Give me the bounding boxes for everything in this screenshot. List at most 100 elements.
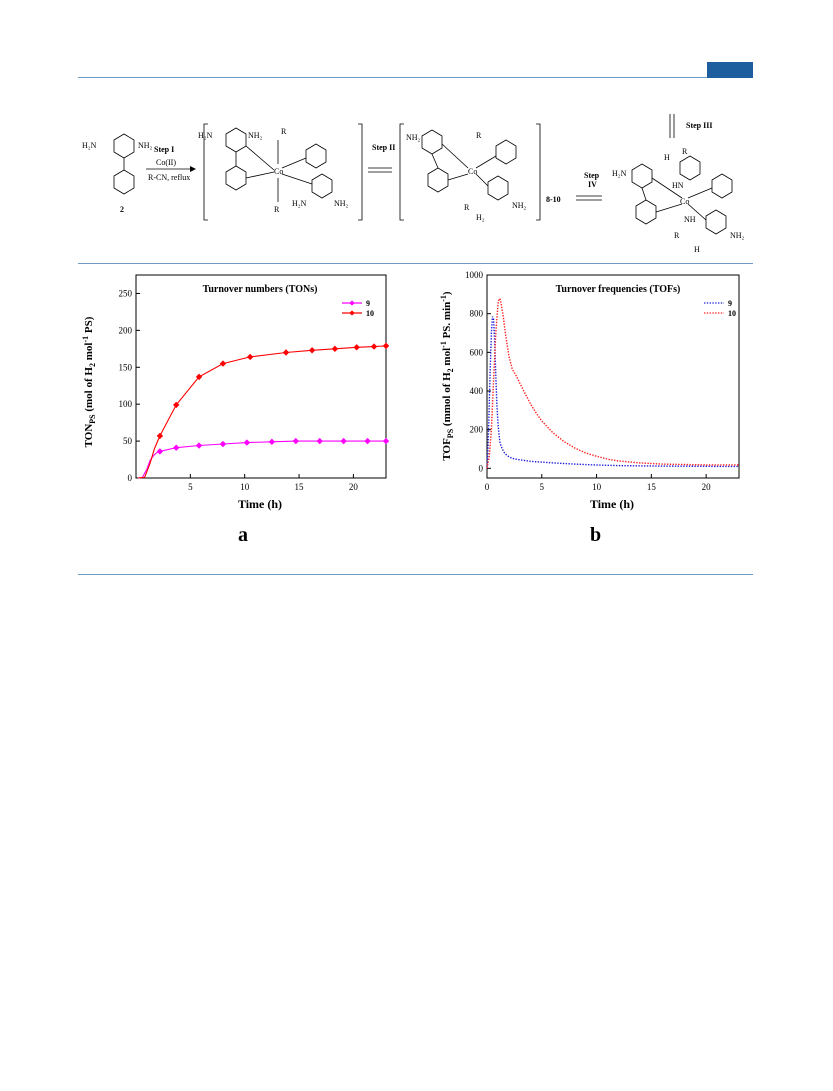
- series-marker-10: [370, 343, 378, 350]
- series-marker-9: [243, 439, 251, 446]
- step1-reagent2: R-CN, reflux: [148, 173, 190, 182]
- header-tab: [707, 62, 753, 78]
- series-line-9: [138, 440, 386, 479]
- plot-frame: [486, 274, 740, 479]
- final-product-rings: [631, 155, 733, 235]
- ylabel-sup: -1: [81, 336, 90, 343]
- series-marker-9: [340, 437, 347, 445]
- final-hn: HN: [672, 181, 684, 190]
- figure-bottom-rule: [78, 574, 753, 575]
- series-marker-10: [382, 342, 390, 350]
- x-tick-label: 20: [349, 482, 359, 492]
- int1-r-bottom: R: [274, 205, 280, 214]
- int1-nh2-right: NH₂: [248, 131, 263, 140]
- int1-nh2-bottom-right: NH₂: [334, 199, 349, 208]
- int2-nh2-left: NH₂: [406, 133, 421, 142]
- ylabel-sub2: 2: [446, 368, 455, 372]
- series-marker-10: [219, 360, 227, 367]
- y-tick-label: 250: [119, 288, 133, 298]
- int2-co: Co: [468, 167, 477, 176]
- legend-label-9: 9: [728, 299, 732, 308]
- ylabel-main: TON: [83, 424, 95, 448]
- legend-marker-9: [349, 300, 355, 306]
- step1-reagent1: Co(II): [156, 158, 176, 167]
- series-line-10: [138, 345, 387, 479]
- step4-title-2: IV: [588, 180, 597, 189]
- y-tick-label: 400: [470, 386, 484, 396]
- series-marker-9: [364, 437, 371, 445]
- x-tick-label: 15: [647, 482, 657, 492]
- ylabel-text1: (mmol of H: [441, 372, 453, 429]
- y-tick-label: 600: [470, 347, 484, 357]
- x-tick-label: 0: [485, 482, 490, 492]
- x-tick-label: 5: [540, 482, 545, 492]
- series-marker-10: [156, 432, 164, 440]
- step1-arrowhead: [190, 166, 196, 172]
- intermediate-2-rings: [421, 129, 517, 201]
- bracket-right-2: [536, 123, 541, 221]
- final-nh: NH: [684, 215, 696, 224]
- int1-co: Co: [274, 167, 283, 176]
- ylabel-text4: ): [441, 291, 453, 295]
- series-marker-9: [173, 444, 180, 451]
- reaction-scheme: H₂N NH₂ 2 Step I Co(II) R-CN, reflux H₂N…: [82, 114, 745, 254]
- y-tick-label: 200: [119, 325, 133, 335]
- legend-marker-10: [349, 310, 355, 316]
- final-h-bottom: H: [694, 245, 700, 254]
- chart-tofs-legend: 910: [704, 299, 736, 318]
- series-marker-9: [268, 438, 276, 446]
- int2-r-top: R: [476, 131, 482, 140]
- ylabel-main: TOF: [441, 438, 453, 461]
- int2-nh2-bottom: NH₂: [512, 201, 527, 210]
- final-nh2-left: H₂N: [612, 169, 627, 178]
- chart-tons-legend: 910: [342, 299, 374, 318]
- bracket-left-2: [399, 123, 404, 221]
- intermediate-1-rings: [225, 127, 333, 202]
- series-marker-9: [195, 442, 203, 449]
- series-marker-10: [353, 344, 360, 351]
- ylabel-sub: PS: [446, 428, 455, 438]
- y-tick-label: 0: [479, 463, 484, 473]
- ylabel-sup: -1: [439, 341, 448, 348]
- series-marker-10: [331, 345, 339, 353]
- series-marker-10: [308, 347, 316, 354]
- legend-label-10: 10: [366, 309, 374, 318]
- panel-label-a: a: [238, 524, 248, 546]
- final-co: Co: [680, 197, 689, 206]
- chart-tons-title: Turnover numbers (TONs): [203, 284, 318, 295]
- chart-tons-ylabel: TONPS (mol of H2 mol-1 PS): [81, 316, 97, 447]
- x-tick-label: 10: [592, 482, 602, 492]
- chart-tons-xlabel: Time (h): [238, 497, 282, 511]
- compound-2-nh2-right: NH₂: [138, 141, 153, 150]
- series-marker-9: [382, 437, 390, 445]
- header-rule: [78, 77, 753, 78]
- compound-2-label: 2: [120, 205, 124, 214]
- final-r-top: R: [682, 147, 688, 156]
- series-marker-10: [246, 353, 254, 361]
- chart-tofs-title: Turnover frequencies (TOFs): [556, 284, 681, 295]
- ylabel-text3: PS. min: [441, 302, 453, 341]
- final-r-bottom: R: [674, 231, 680, 240]
- series-marker-9: [292, 437, 299, 445]
- chart-tons-series: [138, 342, 390, 479]
- product-label: 8-10: [546, 195, 561, 204]
- final-nh2-right: NH₂: [730, 231, 745, 240]
- legend-label-10: 10: [728, 309, 736, 318]
- x-tick-label: 15: [295, 482, 305, 492]
- series-line-9: [486, 316, 739, 469]
- plot-frame: [135, 274, 387, 479]
- ylabel-text3: PS): [83, 316, 95, 336]
- step2-title: Step II: [372, 143, 395, 152]
- step1-title: Step I: [154, 145, 174, 154]
- y-tick-label: 800: [470, 309, 484, 319]
- ylabel-sub: PS: [88, 414, 97, 424]
- y-tick-label: 100: [119, 399, 133, 409]
- panel-label-b: b: [590, 524, 602, 546]
- chart-tofs-series: [486, 297, 740, 469]
- ylabel-sub2: 2: [88, 363, 97, 367]
- series-marker-9: [219, 440, 227, 448]
- int1-nh2-left: H₂N: [198, 131, 213, 140]
